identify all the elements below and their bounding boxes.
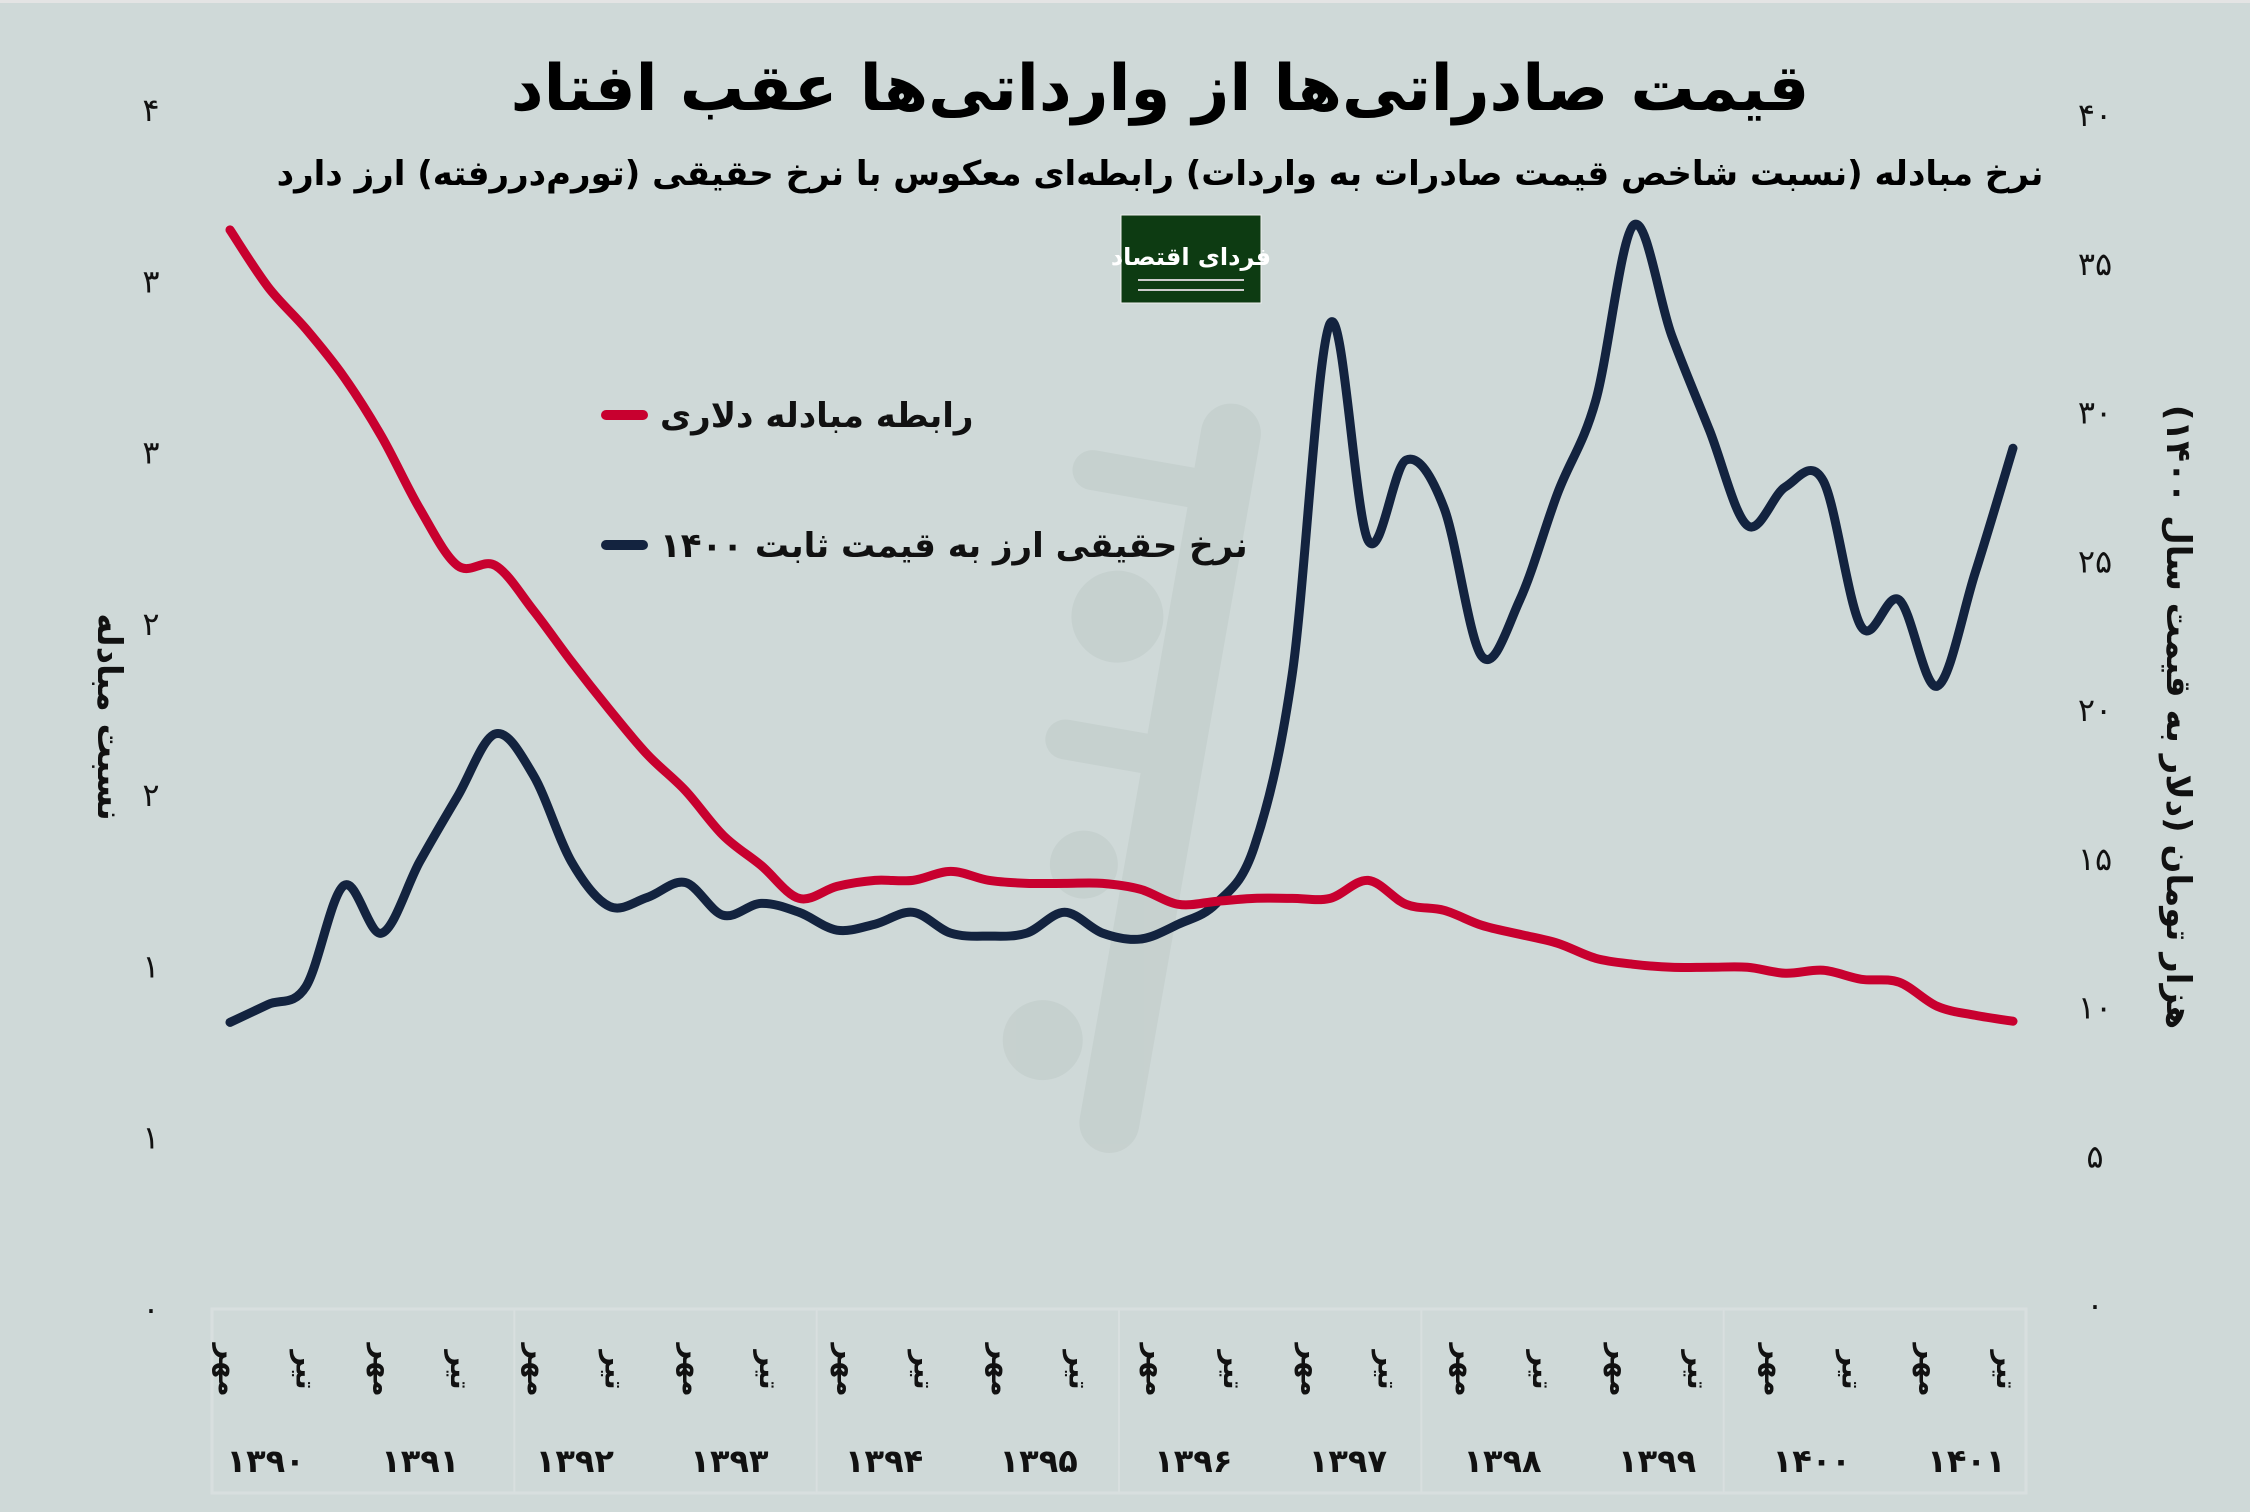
legend: رابطه مبادله دلاری نرخ حقیقی ارز به قیمت… (601, 396, 1248, 566)
legend-label-real-exchange-rate: نرخ حقیقی ارز به قیمت ثابت ۱۴۰۰ (660, 526, 1248, 566)
right-tick-label: ۱۰ (2078, 989, 2112, 1027)
x-month-label: تیر (1217, 1348, 1250, 1389)
x-month-label: مهر (1449, 1341, 1482, 1396)
logo-text: فردای اقتصاد (1111, 243, 1271, 271)
right-axis-title: هزار تومان (دلار به قیمت سال ۱۴۰۰) (2158, 405, 2198, 1029)
chart-subtitle: نرخ مبادله (نسبت شاخص قیمت صادرات به وار… (277, 154, 2044, 194)
series-line-real-exchange-rate (225, 219, 2018, 1027)
left-axis-title: نسبت مبادله (89, 613, 129, 821)
x-month-label: مهر (1913, 1341, 1946, 1396)
x-axis-year-labels: ۱۳۹۰ ۱۳۹۱ ۱۳۹۲ ۱۳۹۳ ۱۳۹۴ ۱۳۹۵ ۱۳۹۶ ۱۳۹۷ ۱۳۹۸ ۱۳۹۹… (227, 1442, 2006, 1480)
right-tick-label: ۲۵ (2078, 542, 2112, 580)
left-tick-label: ۳ (142, 434, 159, 472)
x-month-label: تیر (1372, 1348, 1405, 1389)
legend-label-terms-of-trade: رابطه مبادله دلاری (660, 396, 973, 436)
x-month-label: تیر (908, 1348, 941, 1389)
x-month-label: تیر (1835, 1348, 1868, 1389)
left-tick-label: ۳ (142, 262, 159, 300)
x-month-label: تیر (753, 1348, 786, 1389)
watermark (1002, 403, 1261, 1153)
x-year-label: ۱۳۹۵ (1000, 1442, 1078, 1480)
x-axis-month-labels: مهر تیر مهر تیر مهر تیر مهر تیر مهر تیر مهر تیر مهر ت… (212, 1341, 2023, 1396)
right-tick-label: ۱۵ (2078, 840, 2112, 878)
x-month-label: مهر (676, 1341, 709, 1396)
x-month-label: مهر (1758, 1341, 1791, 1396)
x-month-label: مهر (830, 1341, 863, 1396)
x-month-label: تیر (1526, 1348, 1559, 1389)
left-tick-label: ۱ (142, 1119, 159, 1157)
x-year-label: ۱۴۰۱ (1927, 1442, 2005, 1480)
series-layer (225, 219, 2018, 1027)
left-tick-label: ۱ (142, 947, 159, 985)
x-month-label: تیر (289, 1348, 322, 1389)
x-month-label: تیر (1062, 1348, 1095, 1389)
x-month-label: تیر (1990, 1348, 2023, 1389)
x-month-label: مهر (212, 1341, 245, 1396)
top-border (0, 0, 2250, 3)
x-month-label: مهر (1603, 1341, 1636, 1396)
left-tick-label: ۰ (142, 1290, 159, 1328)
right-tick-label: ۳۵ (2078, 245, 2112, 283)
left-tick-label: ۲ (142, 605, 159, 643)
left-axis-ticks: ۰ ۱ ۱ ۲ ۲ ۳ ۳ ۴ (142, 91, 159, 1328)
x-month-label: مهر (985, 1341, 1018, 1396)
x-month-label: تیر (599, 1348, 632, 1389)
x-year-label: ۱۳۹۶ (1154, 1442, 1232, 1480)
right-tick-label: ۴۰ (2078, 96, 2112, 134)
x-month-label: مهر (521, 1341, 554, 1396)
x-year-label: ۱۳۹۴ (845, 1442, 923, 1480)
x-month-label: مهر (1294, 1341, 1327, 1396)
x-year-label: ۱۳۹۰ (227, 1442, 305, 1480)
right-tick-label: ۵ (2086, 1137, 2103, 1175)
x-year-label: ۱۳۹۸ (1463, 1442, 1542, 1480)
x-year-label: ۱۳۹۳ (690, 1442, 769, 1480)
x-year-label: ۱۳۹۲ (536, 1442, 615, 1480)
left-tick-label: ۲ (142, 776, 159, 814)
right-tick-label: ۲۰ (2078, 691, 2112, 729)
x-year-label: ۱۳۹۱ (381, 1442, 459, 1480)
right-tick-label: ۰ (2086, 1286, 2103, 1324)
right-axis-ticks: ۰ ۵ ۱۰ ۱۵ ۲۰ ۲۵ ۳۰ ۳۵ ۴۰ (2078, 96, 2112, 1324)
x-month-label: مهر (1140, 1341, 1173, 1396)
x-year-label: ۱۳۹۷ (1309, 1442, 1388, 1480)
x-month-label: مهر (367, 1341, 400, 1396)
x-axis-box (210, 1307, 2028, 1495)
chart-title: قیمت صادراتی‌ها از وارداتی‌ها عقب افتاد (511, 52, 1809, 126)
x-month-label: تیر (1681, 1348, 1714, 1389)
x-year-label: ۱۳۹۹ (1618, 1442, 1696, 1480)
x-month-label: تیر (444, 1348, 477, 1389)
right-tick-label: ۳۰ (2078, 394, 2112, 432)
left-tick-label: ۴ (142, 91, 159, 129)
logo: فردای اقتصاد (1111, 214, 1271, 304)
x-year-label: ۱۴۰۰ (1773, 1442, 1851, 1480)
